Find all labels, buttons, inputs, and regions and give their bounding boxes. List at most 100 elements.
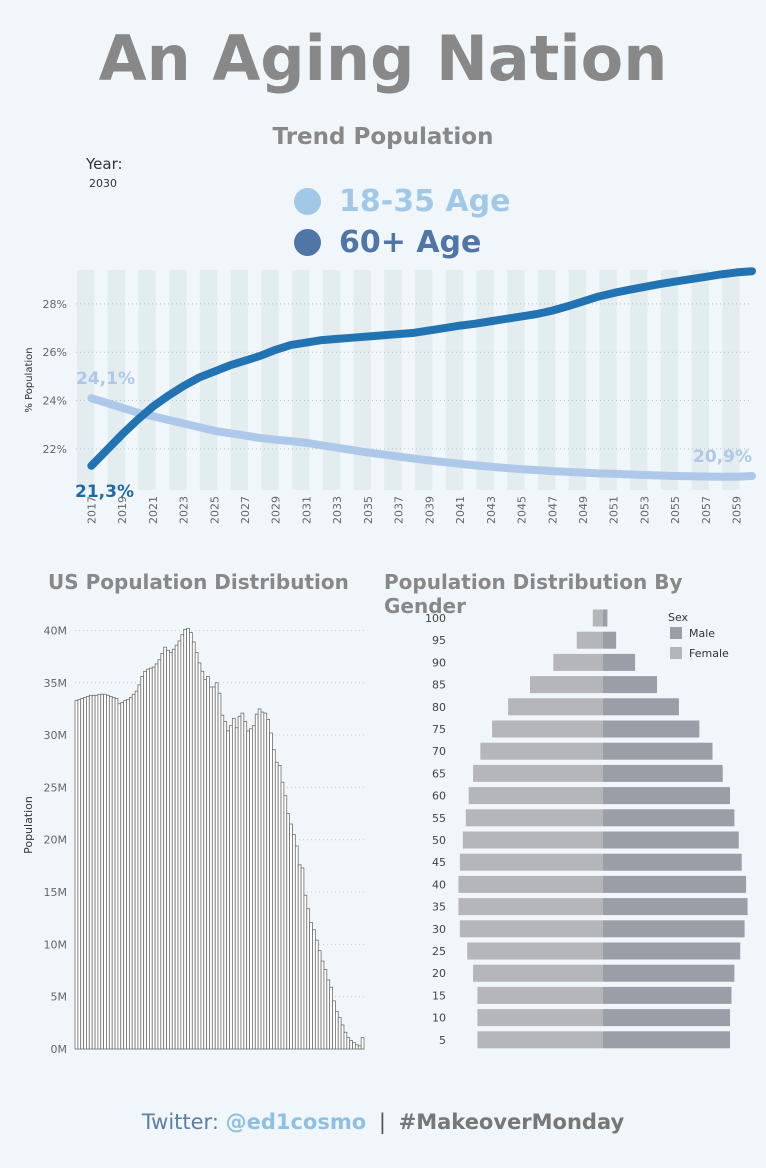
legend-label-60-plus: 60+ Age — [339, 224, 482, 260]
footer-prefix: Twitter: — [141, 1110, 219, 1134]
year-band — [230, 270, 248, 490]
population-bar — [297, 864, 302, 1050]
female-bar — [459, 920, 603, 938]
population-bar — [111, 697, 116, 1050]
x-tick-label: 2021 — [147, 496, 160, 524]
distribution-chart-title: US Population Distribution — [48, 570, 349, 594]
y-tick-label: 26% — [43, 346, 67, 359]
population-bar — [160, 653, 165, 1050]
x-tick-label: 2045 — [516, 496, 529, 524]
population-bar — [229, 725, 233, 1050]
y-tick-label: 0M — [51, 1043, 68, 1056]
x-tick-label: 2041 — [454, 496, 467, 524]
population-bar — [263, 712, 268, 1050]
year-band — [415, 270, 433, 490]
twitter-handle-link[interactable]: @ed1cosmo — [225, 1110, 367, 1134]
year-band — [77, 270, 95, 490]
x-tick-label: 2053 — [638, 496, 651, 524]
male-bar — [603, 653, 636, 671]
population-bar — [326, 979, 331, 1050]
x-tick-label: 2029 — [270, 496, 283, 524]
population-bar — [114, 698, 119, 1050]
population-bar — [154, 663, 159, 1050]
y-tick-label: 40M — [44, 624, 68, 637]
year-band — [199, 270, 218, 490]
x-tick-label: 2019 — [116, 496, 129, 524]
age-tick-label: 25 — [432, 945, 446, 958]
legend-item-18-35[interactable]: 18-35 Age — [294, 181, 510, 221]
population-bar — [169, 652, 173, 1050]
x-tick-label: 2027 — [239, 496, 252, 524]
population-bar — [289, 823, 293, 1050]
male-bar — [603, 853, 742, 871]
male-bar — [603, 898, 748, 916]
population-bar — [123, 700, 127, 1050]
y-tick-label: 20M — [44, 834, 68, 847]
population-bar — [206, 676, 210, 1050]
y-tick-label: 25M — [44, 781, 68, 794]
population-bar — [131, 693, 136, 1050]
population-bar — [100, 693, 105, 1050]
population-bar — [103, 693, 107, 1050]
population-bar — [234, 727, 239, 1050]
population-bar — [352, 1042, 356, 1050]
age-tick-label: 10 — [432, 1012, 446, 1025]
female-bar — [473, 764, 603, 782]
age-tick-label: 30 — [432, 923, 446, 936]
year-band — [630, 270, 648, 490]
female-bar — [458, 898, 603, 916]
male-bar — [603, 831, 739, 849]
population-bar — [249, 728, 253, 1050]
population-bar — [231, 717, 236, 1050]
population-bar — [148, 667, 153, 1050]
y-tick-label: 10M — [44, 938, 68, 951]
age-tick-label: 45 — [432, 856, 446, 869]
population-bar — [306, 908, 311, 1050]
y-axis-label: % Population — [24, 347, 35, 412]
year-band — [292, 270, 310, 490]
year-band — [445, 270, 464, 490]
x-tick-label: 2057 — [700, 496, 713, 524]
population-bar — [80, 698, 84, 1050]
x-tick-label: 2047 — [546, 496, 559, 524]
male-bar — [603, 609, 608, 627]
population-bar — [252, 725, 256, 1050]
population-bar — [269, 732, 273, 1050]
population-bar — [191, 641, 196, 1050]
footer-separator: | — [378, 1110, 386, 1134]
population-bar — [329, 986, 333, 1050]
legend-label-18-35: 18-35 Age — [339, 183, 511, 219]
legend-item-60-plus[interactable]: 60+ Age — [294, 222, 481, 262]
male-bar — [603, 920, 745, 938]
legend-label-female: Female — [689, 647, 729, 660]
population-distribution-chart: 0M 5M 10M 15M 20M 25M 30M 35M 40M Population — [22, 624, 365, 1056]
year-band — [384, 270, 402, 490]
age-tick-label: 60 — [432, 790, 446, 803]
female-bar — [477, 986, 603, 1004]
population-bar — [203, 679, 208, 1050]
female-bar — [473, 964, 603, 982]
male-bar — [603, 942, 741, 960]
population-bar — [309, 921, 313, 1050]
population-bar — [217, 692, 222, 1050]
start-label-60-plus: 21,3% — [75, 482, 134, 502]
population-bar — [77, 699, 82, 1050]
population-bar — [106, 694, 110, 1050]
age-tick-label: 50 — [432, 834, 446, 847]
x-tick-label: 2051 — [608, 496, 621, 524]
population-bar — [126, 699, 130, 1050]
population-bar — [128, 697, 133, 1050]
female-bar — [576, 631, 603, 649]
y-tick-label: 22% — [43, 443, 67, 456]
trend-line-chart: 22% 24% 26% 28% % Population 2017 2019 2021 2023… — [24, 267, 756, 524]
population-bar — [286, 813, 291, 1050]
population-bar — [274, 761, 279, 1050]
year-filter-value[interactable]: 2030 — [89, 177, 117, 190]
year-filter-label: Year: — [86, 155, 123, 173]
population-bar — [83, 697, 87, 1050]
age-tick-label: 15 — [432, 989, 446, 1002]
male-bar — [603, 676, 658, 694]
population-bar — [277, 765, 282, 1050]
female-bar — [508, 698, 603, 716]
footer: Twitter: @ed1cosmo | #MakeoverMonday — [0, 1110, 766, 1134]
